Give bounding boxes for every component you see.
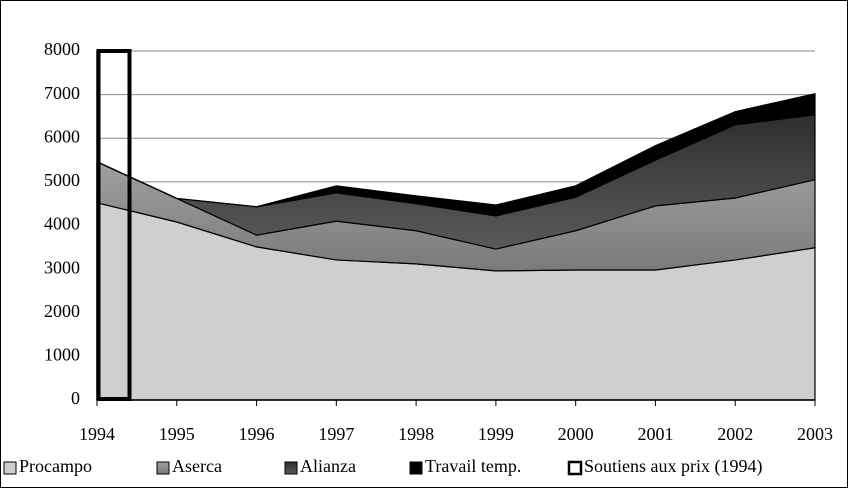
y-tick-label: 6000 xyxy=(44,126,80,146)
x-tick-label: 2003 xyxy=(797,424,833,444)
x-tick-label: 1999 xyxy=(478,424,514,444)
y-tick-label: 0 xyxy=(71,388,80,408)
bar xyxy=(96,49,132,401)
y-tick-label: 2000 xyxy=(44,301,80,321)
y-tick-label: 7000 xyxy=(44,83,80,103)
x-tick-label: 1996 xyxy=(239,424,275,444)
legend-label: Soutiens aux prix (1994) xyxy=(584,456,762,477)
legend-swatch xyxy=(3,461,17,475)
x-tick-label: 2000 xyxy=(558,424,594,444)
legend-swatch xyxy=(156,461,170,475)
legend-swatch xyxy=(567,460,583,476)
x-tick-label: 1998 xyxy=(398,424,434,444)
x-tick-label: 1997 xyxy=(318,424,354,444)
x-tick-label: 2001 xyxy=(637,424,673,444)
y-tick-label: 3000 xyxy=(44,257,80,277)
x-tick-label: 1995 xyxy=(159,424,195,444)
area xyxy=(96,93,816,217)
legend-label: Procampo xyxy=(19,456,92,476)
legend-swatch xyxy=(284,461,298,475)
legend-swatch xyxy=(409,461,423,475)
x-tick-label: 2002 xyxy=(717,424,753,444)
y-tick-label: 1000 xyxy=(44,345,80,365)
y-tick-label: 5000 xyxy=(44,170,80,190)
legend-label: Alianza xyxy=(300,456,356,476)
y-tick-label: 8000 xyxy=(44,39,80,59)
y-tick-label: 4000 xyxy=(44,214,80,234)
legend-label: Travail temp. xyxy=(425,456,521,476)
x-tick-label: 1994 xyxy=(79,424,115,444)
legend-label: Aserca xyxy=(172,456,222,476)
